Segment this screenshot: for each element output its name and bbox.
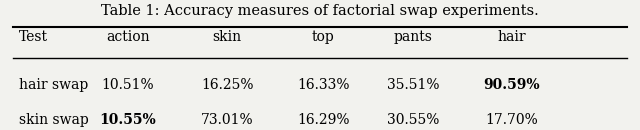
Text: 17.70%: 17.70% — [486, 113, 538, 127]
Text: Table 1: Accuracy measures of factorial swap experiments.: Table 1: Accuracy measures of factorial … — [101, 4, 539, 18]
Text: top: top — [312, 30, 335, 44]
Text: 16.25%: 16.25% — [201, 78, 253, 92]
Text: 10.51%: 10.51% — [102, 78, 154, 92]
Text: hair swap: hair swap — [19, 78, 88, 92]
Text: 10.55%: 10.55% — [100, 113, 156, 127]
Text: 16.29%: 16.29% — [297, 113, 349, 127]
Text: Test: Test — [19, 30, 48, 44]
Text: 35.51%: 35.51% — [387, 78, 439, 92]
Text: 16.33%: 16.33% — [297, 78, 349, 92]
Text: pants: pants — [394, 30, 432, 44]
Text: skin: skin — [212, 30, 242, 44]
Text: skin swap: skin swap — [19, 113, 89, 127]
Text: hair: hair — [498, 30, 526, 44]
Text: 30.55%: 30.55% — [387, 113, 439, 127]
Text: action: action — [106, 30, 150, 44]
Text: 90.59%: 90.59% — [484, 78, 540, 92]
Text: 73.01%: 73.01% — [201, 113, 253, 127]
